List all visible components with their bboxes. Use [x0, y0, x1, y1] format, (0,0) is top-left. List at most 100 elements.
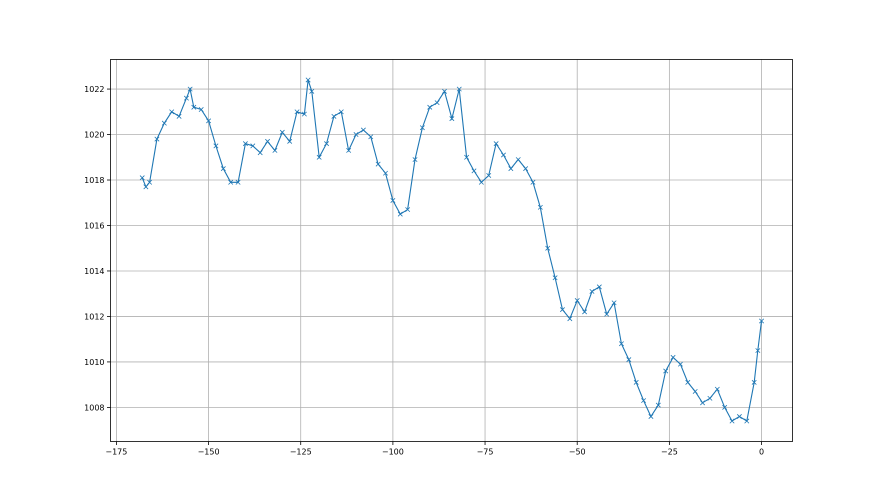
- data-point-marker: [161, 120, 167, 126]
- data-point-marker: [751, 379, 757, 385]
- data-point-marker: [176, 113, 182, 119]
- y-tick-label: 1022: [84, 85, 104, 94]
- data-point-marker: [567, 316, 573, 322]
- data-point-marker: [324, 141, 330, 147]
- data-point-marker: [368, 134, 374, 140]
- data-point-marker: [508, 166, 514, 172]
- data-point-marker: [611, 300, 617, 306]
- data-point-marker: [707, 395, 713, 401]
- data-point-marker: [449, 116, 455, 122]
- data-point-marker: [478, 179, 484, 185]
- data-point-marker: [486, 172, 492, 178]
- data-point-marker: [412, 157, 418, 163]
- x-tick-label: −75: [477, 448, 494, 457]
- data-point-marker: [530, 179, 536, 185]
- x-axis: −175 −150 −125 −100 −75 −50 −25 0: [105, 441, 764, 457]
- data-point-marker: [309, 88, 315, 94]
- data-point-marker: [265, 138, 271, 144]
- x-tick-label: −175: [105, 448, 127, 457]
- data-point-marker: [279, 129, 285, 135]
- data-point-marker: [729, 418, 735, 424]
- data-point-marker: [596, 284, 602, 290]
- x-tick-label: −50: [569, 448, 586, 457]
- data-point-marker: [736, 414, 742, 419]
- data-point-marker: [375, 161, 381, 167]
- data-point-marker: [626, 357, 632, 363]
- data-point-marker: [220, 166, 226, 172]
- data-point-marker: [670, 354, 676, 360]
- data-point-marker: [618, 341, 624, 347]
- grid: [110, 59, 793, 442]
- data-point-marker: [663, 368, 669, 374]
- data-point-marker: [360, 127, 366, 133]
- data-point-marker: [755, 348, 761, 354]
- data-point-marker: [383, 170, 388, 176]
- data-point-marker: [744, 418, 750, 424]
- y-axis: 1008 1010 1012 1014 1016 1018 1020 1022: [84, 85, 111, 412]
- series-path: [141, 79, 763, 422]
- data-point-marker: [515, 157, 521, 163]
- data-point-marker: [390, 197, 396, 203]
- y-tick-label: 1016: [84, 221, 104, 230]
- data-point-marker: [714, 386, 720, 392]
- data-point-marker: [574, 298, 580, 304]
- data-point-marker: [419, 125, 425, 131]
- data-point-marker: [147, 179, 153, 185]
- data-point-marker: [353, 132, 359, 138]
- x-tick-label: 0: [759, 448, 764, 457]
- data-point-marker: [633, 379, 639, 385]
- data-point-marker: [242, 141, 248, 147]
- data-point-marker: [338, 109, 344, 115]
- data-point-marker: [552, 275, 558, 281]
- data-point-marker: [427, 104, 433, 110]
- data-point-marker: [442, 88, 447, 94]
- data-point-marker: [559, 307, 565, 313]
- data-point-marker: [523, 166, 529, 172]
- data-point-marker: [187, 86, 193, 92]
- data-point-marker: [169, 109, 175, 115]
- data-point-marker: [139, 175, 145, 181]
- data-point-marker: [493, 141, 499, 147]
- data-point-marker: [692, 388, 698, 394]
- data-point-marker: [655, 402, 661, 408]
- y-tick-label: 1012: [84, 312, 104, 321]
- data-point-marker: [346, 147, 352, 153]
- data-point-marker: [305, 77, 311, 83]
- data-point-marker: [206, 118, 212, 124]
- data-point-marker: [228, 179, 234, 185]
- data-point-marker: [537, 204, 543, 210]
- data-point-marker: [198, 107, 204, 113]
- series-line: [139, 77, 765, 424]
- data-point-marker: [154, 136, 160, 142]
- plot-frame: [110, 59, 793, 442]
- x-tick-label: −100: [382, 448, 404, 457]
- data-point-marker: [183, 95, 189, 101]
- x-tick-label: −150: [198, 448, 220, 457]
- data-point-marker: [471, 168, 477, 174]
- data-point-marker: [250, 143, 256, 149]
- data-point-marker: [464, 154, 470, 160]
- y-tick-label: 1020: [84, 131, 104, 140]
- y-tick-label: 1014: [84, 267, 104, 276]
- data-point-marker: [405, 207, 411, 213]
- data-point-marker: [500, 152, 506, 158]
- data-point-marker: [700, 400, 706, 406]
- data-point-marker: [287, 138, 293, 144]
- data-point-marker: [191, 104, 197, 110]
- x-tick-label: −125: [290, 448, 312, 457]
- data-point-marker: [604, 311, 610, 317]
- y-tick-label: 1008: [84, 403, 104, 412]
- data-point-marker: [648, 414, 654, 419]
- data-point-marker: [456, 86, 462, 92]
- data-point-marker: [143, 184, 149, 190]
- data-point-marker: [397, 211, 403, 217]
- data-point-marker: [582, 309, 588, 315]
- data-point-marker: [685, 379, 691, 385]
- data-point-marker: [301, 111, 307, 117]
- data-point-marker: [641, 398, 647, 404]
- data-point-marker: [545, 245, 551, 251]
- y-tick-label: 1010: [84, 358, 104, 367]
- data-point-marker: [272, 147, 278, 153]
- x-tick-label: −25: [661, 448, 678, 457]
